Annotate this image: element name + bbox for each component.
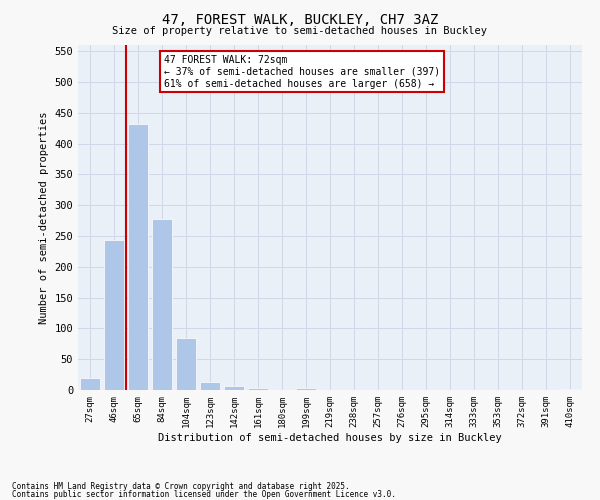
Y-axis label: Number of semi-detached properties: Number of semi-detached properties (39, 112, 49, 324)
Text: 47 FOREST WALK: 72sqm
← 37% of semi-detached houses are smaller (397)
61% of sem: 47 FOREST WALK: 72sqm ← 37% of semi-deta… (164, 56, 440, 88)
Bar (128, 124, 148, 390)
Bar (176, 338, 196, 390)
Bar (152, 220, 172, 390)
Bar (296, 388, 316, 390)
Bar (200, 382, 220, 390)
Text: Contains public sector information licensed under the Open Government Licence v3: Contains public sector information licen… (12, 490, 396, 499)
Bar (80, 378, 100, 390)
Bar (104, 240, 124, 390)
Bar (248, 388, 268, 390)
Bar (224, 386, 244, 390)
Text: Contains HM Land Registry data © Crown copyright and database right 2025.: Contains HM Land Registry data © Crown c… (12, 482, 350, 491)
Text: 47, FOREST WALK, BUCKLEY, CH7 3AZ: 47, FOREST WALK, BUCKLEY, CH7 3AZ (162, 12, 438, 26)
Text: Size of property relative to semi-detached houses in Buckley: Size of property relative to semi-detach… (113, 26, 487, 36)
Bar (560, 389, 580, 390)
X-axis label: Distribution of semi-detached houses by size in Buckley: Distribution of semi-detached houses by … (158, 432, 502, 442)
